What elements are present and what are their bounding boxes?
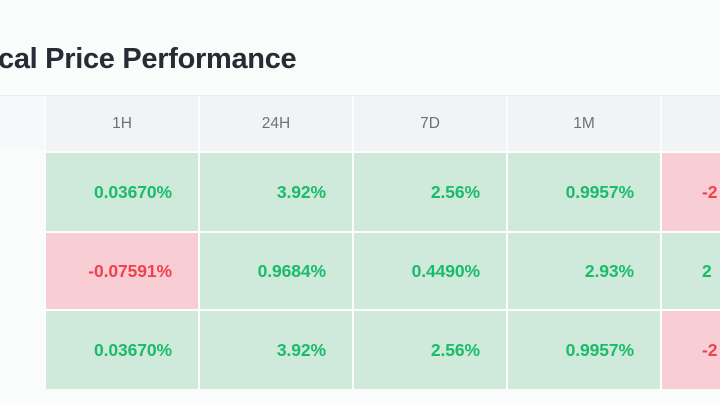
price-change-cell-1m: 0.9957%	[508, 311, 660, 389]
column-header-1h: 1H	[46, 96, 198, 151]
price-change-cell-1h: -0.07591%	[46, 233, 198, 309]
price-change-cell-1m: 0.9957%	[508, 153, 660, 231]
column-header-clipped	[662, 96, 720, 151]
price-change-cell-24h: 0.9684%	[200, 233, 352, 309]
corner-cell	[0, 96, 44, 151]
price-change-cell-clipped: -2	[662, 153, 720, 231]
price-change-cell-clipped: -2	[662, 311, 720, 389]
row-label	[0, 311, 44, 389]
price-change-cell-1m: 2.93%	[508, 233, 660, 309]
price-change-cell-7d: 2.56%	[354, 311, 506, 389]
price-change-cell-1h: 0.03670%	[46, 311, 198, 389]
price-change-cell-24h: 3.92%	[200, 153, 352, 231]
column-header-24h: 24H	[200, 96, 352, 151]
price-change-cell-clipped: 2	[662, 233, 720, 309]
row-label	[0, 153, 44, 231]
price-change-cell-1h: 0.03670%	[46, 153, 198, 231]
price-change-cell-24h: 3.92%	[200, 311, 352, 389]
column-header-7d: 7D	[354, 96, 506, 151]
price-change-cell-7d: 0.4490%	[354, 233, 506, 309]
price-change-cell-7d: 2.56%	[354, 153, 506, 231]
row-label	[0, 233, 44, 309]
column-header-1m: 1M	[508, 96, 660, 151]
price-performance-table: 1H 24H 7D 1M 0.03670% 3.92% 2.56% 0.9957…	[0, 95, 720, 389]
page-title: cal Price Performance	[0, 43, 297, 76]
